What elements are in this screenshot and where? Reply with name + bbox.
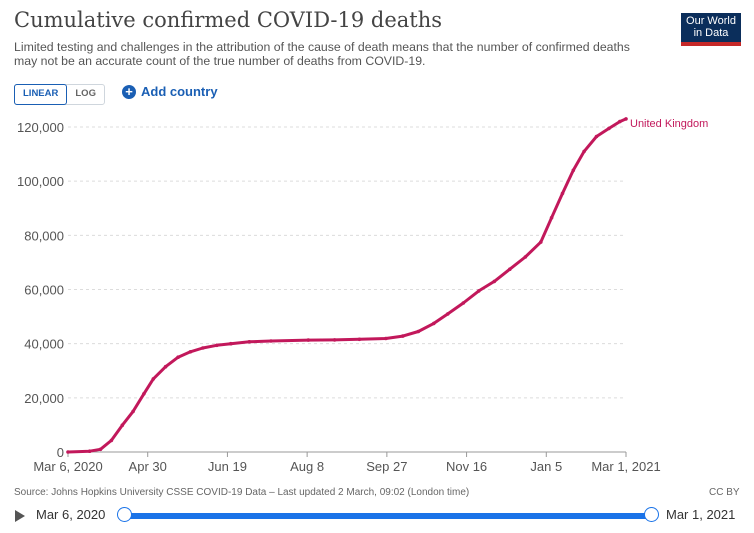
data-point [416, 329, 421, 334]
timeline-end-label: Mar 1, 2021 [666, 507, 736, 522]
data-point [357, 337, 362, 342]
x-axis: Mar 6, 2020 Apr 30 Jun 19 Aug 8 Sep 27 Nov 16… [33, 451, 661, 474]
add-country-label: Add country [141, 84, 218, 99]
data-point [120, 423, 125, 428]
data-point [269, 339, 273, 343]
data-point [163, 364, 168, 369]
data-point [98, 447, 103, 452]
y-tick-label: 20,000 [24, 391, 64, 406]
data-point [582, 149, 586, 154]
data-point [188, 350, 193, 354]
data-point [66, 450, 70, 454]
log-scale-button[interactable]: LOG [75, 88, 96, 99]
data-point [109, 438, 114, 443]
gridlines [68, 126, 626, 399]
timeline-end-handle[interactable] [644, 507, 659, 522]
logo-line-2: in Data [693, 26, 729, 39]
chart-subtitle: Limited testing and challenges in the at… [14, 40, 630, 68]
data-point [151, 377, 156, 381]
data-point [508, 267, 512, 272]
y-tick-label: 80,000 [24, 228, 64, 243]
x-tick-label: Mar 1, 2021 [591, 459, 660, 474]
data-point [461, 301, 466, 305]
add-country-button[interactable]: + Add country [122, 84, 218, 99]
data-point [384, 336, 388, 341]
logo-line-1: Our World [686, 15, 736, 27]
data-point [477, 289, 481, 293]
license-link[interactable]: CC BY [709, 487, 740, 498]
timeline-start-handle[interactable] [117, 507, 132, 522]
plus-circle-icon: + [122, 84, 136, 99]
series-layer: United Kingdom [66, 117, 708, 454]
chart-title: Cumulative confirmed COVID-19 deaths [14, 8, 443, 32]
data-point [247, 340, 252, 344]
timeline-start-label: Mar 6, 2020 [36, 507, 106, 522]
linear-scale-button[interactable]: LINEAR [14, 84, 68, 105]
x-tick-label: Jun 19 [208, 459, 247, 474]
y-tick-label: 100,000 [17, 174, 64, 189]
series-label-united-kingdom: United Kingdom [630, 118, 708, 130]
data-point [332, 338, 337, 342]
y-tick-label: 60,000 [24, 283, 64, 298]
data-point [201, 346, 205, 350]
data-point [549, 215, 554, 220]
series-line-united-kingdom[interactable] [66, 117, 628, 454]
data-point [215, 343, 219, 348]
data-point [131, 409, 135, 414]
x-tick-label: Aug 8 [290, 459, 324, 474]
data-point [624, 117, 628, 121]
source-note: Source: Johns Hopkins University CSSE CO… [14, 487, 470, 498]
x-tick-label: Jan 5 [530, 459, 562, 474]
scale-toggle: LINEAR LOG [14, 84, 105, 105]
data-point [401, 334, 405, 338]
data-point [306, 338, 311, 342]
y-tick-label: 120,000 [17, 120, 64, 135]
y-axis-ticks: 0 20,000 40,000 60,000 80,000 100,000 120,000 [17, 120, 64, 460]
timeline-track[interactable] [124, 513, 651, 519]
data-point [607, 126, 611, 131]
y-tick-label: 0 [57, 445, 64, 460]
x-tick-label: Mar 6, 2020 [33, 459, 102, 474]
data-point [539, 240, 543, 244]
data-point [432, 321, 436, 326]
data-point [594, 134, 599, 139]
data-point [618, 119, 622, 124]
data-point [446, 312, 450, 316]
play-icon[interactable] [15, 510, 25, 522]
data-point [87, 449, 92, 454]
line-chart: 020,00040,00060,00080,000100,000120,000 … [17, 117, 708, 474]
data-point [492, 279, 497, 284]
data-point [571, 168, 576, 173]
data-point [229, 341, 233, 346]
data-point [523, 255, 528, 259]
y-tick-label: 40,000 [24, 337, 64, 352]
x-tick-label: Sep 27 [366, 459, 407, 474]
data-point [560, 191, 565, 196]
x-tick-label: Nov 16 [446, 459, 487, 474]
data-point [176, 355, 180, 360]
x-tick-label: Apr 30 [129, 459, 167, 474]
owid-logo[interactable]: Our World in Data [681, 13, 741, 46]
data-point [142, 392, 146, 396]
timeline-slider: Mar 6, 2020 Mar 1, 2021 [0, 500, 754, 533]
